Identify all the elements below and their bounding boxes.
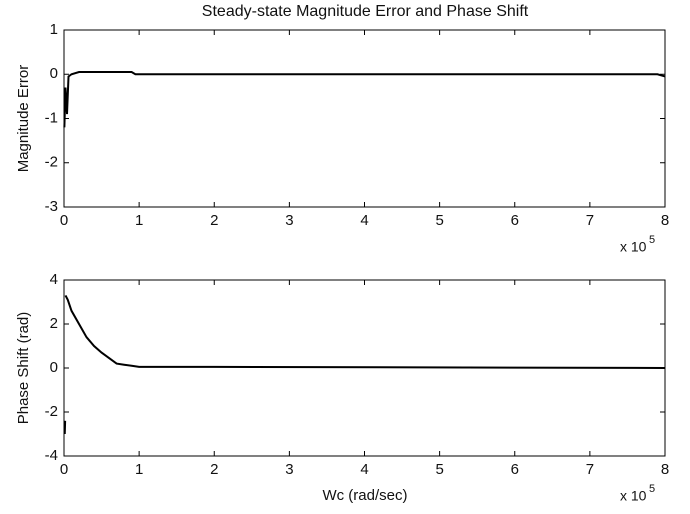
y-tick-label: 1: [50, 21, 58, 38]
x-tick-label: 5: [435, 461, 443, 478]
x-tick-label: 5: [435, 212, 443, 229]
x-exponent: 5: [649, 234, 655, 246]
y-axis-label: Magnitude Error: [15, 65, 32, 173]
y-tick-label: -2: [45, 403, 58, 420]
data-line: [63, 294, 666, 435]
axes-frame: [63, 29, 666, 208]
y-axis-label: Phase Shift (rad): [15, 312, 32, 425]
x-axis-label: Wc (rad/sec): [322, 487, 407, 504]
x-tick-label: 2: [210, 461, 218, 478]
x-multiplier: x 10: [620, 239, 647, 255]
x-tick-label: 0: [60, 461, 68, 478]
x-tick-label: 8: [661, 461, 669, 478]
x-tick-label: 8: [661, 212, 669, 229]
x-tick-label: 6: [511, 212, 519, 229]
chart-title: Steady-state Magnitude Error and Phase S…: [202, 3, 529, 20]
x-tick-label: 7: [586, 212, 594, 229]
y-tick-label: -4: [45, 447, 58, 464]
x-tick-label: 0: [60, 212, 68, 229]
x-exponent: 5: [649, 483, 655, 495]
x-tick-label: 1: [135, 212, 143, 229]
y-tick-label: 2: [50, 315, 58, 332]
x-tick-label: 4: [360, 212, 368, 229]
data-line: [63, 71, 666, 128]
x-tick-label: 7: [586, 461, 594, 478]
x-tick-label: 1: [135, 461, 143, 478]
y-tick-label: 0: [50, 65, 58, 82]
x-multiplier: x 10: [620, 488, 647, 504]
x-tick-label: 4: [360, 461, 368, 478]
x-tick-label: 6: [511, 461, 519, 478]
y-tick-label: -1: [45, 109, 58, 126]
y-tick-label: 4: [50, 271, 58, 288]
x-tick-label: 3: [285, 461, 293, 478]
x-tick-label: 3: [285, 212, 293, 229]
y-tick-label: -2: [45, 154, 58, 171]
y-tick-label: -3: [45, 198, 58, 215]
y-tick-label: 0: [50, 359, 58, 376]
x-tick-label: 2: [210, 212, 218, 229]
